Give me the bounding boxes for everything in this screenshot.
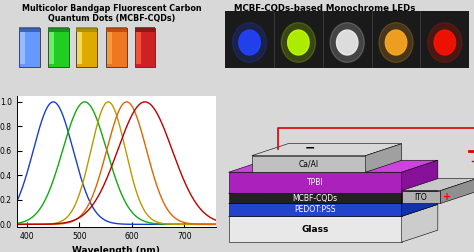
Circle shape (288, 30, 309, 55)
Bar (323, 11, 372, 68)
Circle shape (239, 30, 260, 55)
Polygon shape (228, 216, 401, 242)
Polygon shape (401, 192, 438, 216)
Bar (274, 11, 323, 68)
Bar (225, 11, 274, 68)
Text: +: + (443, 192, 451, 202)
Polygon shape (401, 179, 474, 191)
Circle shape (337, 30, 358, 55)
X-axis label: Wavelength (nm): Wavelength (nm) (72, 246, 160, 252)
Polygon shape (440, 179, 474, 204)
Circle shape (379, 23, 413, 62)
Polygon shape (228, 193, 401, 204)
Text: Glass: Glass (301, 225, 329, 234)
Polygon shape (228, 204, 438, 216)
Polygon shape (365, 144, 401, 172)
Circle shape (434, 30, 456, 55)
Text: PEDOT:PSS: PEDOT:PSS (294, 205, 336, 214)
Circle shape (232, 23, 267, 62)
Polygon shape (401, 204, 438, 242)
Text: TPBI: TPBI (307, 178, 323, 187)
Text: MCBF-CQDs-based Monochrome LEDs: MCBF-CQDs-based Monochrome LEDs (234, 4, 415, 13)
Text: Ca/Al: Ca/Al (299, 160, 319, 168)
Text: ITO: ITO (415, 193, 428, 202)
Polygon shape (228, 181, 438, 193)
Text: Multicolor Bandgap Fluorescent Carbon
Quantum Dots (MCBF-CQDs): Multicolor Bandgap Fluorescent Carbon Qu… (22, 4, 201, 23)
Bar (420, 11, 469, 68)
Polygon shape (252, 144, 401, 156)
Polygon shape (401, 191, 440, 204)
Circle shape (281, 23, 316, 62)
Circle shape (330, 23, 365, 62)
Polygon shape (252, 156, 365, 172)
Circle shape (385, 30, 407, 55)
Circle shape (428, 23, 462, 62)
Text: −: − (305, 142, 316, 155)
Polygon shape (401, 160, 438, 193)
Polygon shape (228, 160, 438, 172)
Polygon shape (228, 192, 438, 204)
Polygon shape (401, 181, 438, 204)
Polygon shape (228, 204, 401, 216)
Bar (372, 11, 420, 68)
Text: MCBF-CQDs: MCBF-CQDs (292, 194, 337, 203)
Polygon shape (228, 172, 401, 193)
